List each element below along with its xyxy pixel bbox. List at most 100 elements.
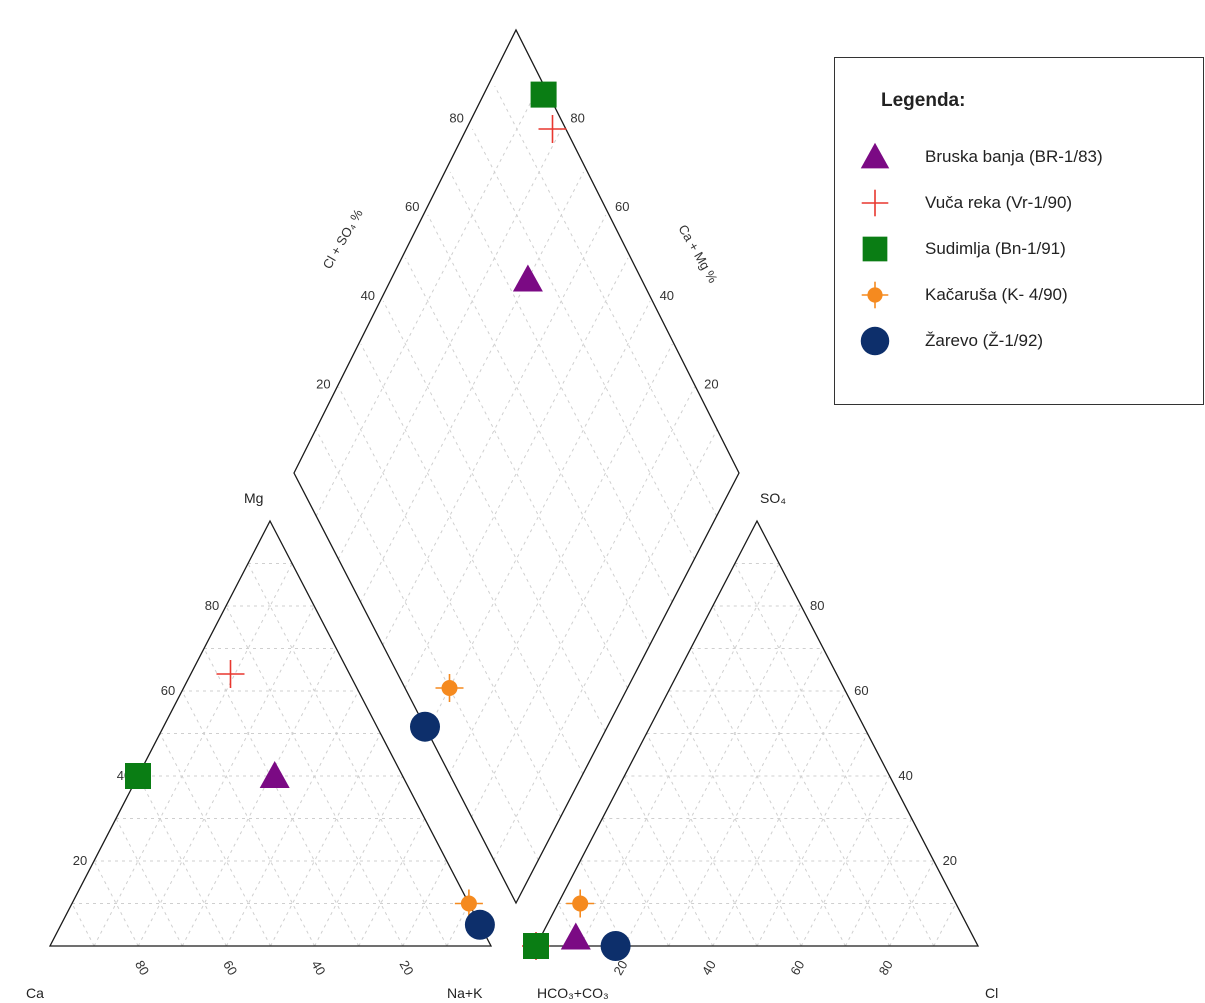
marker-circle <box>410 711 440 742</box>
cation-grid-line <box>181 648 337 947</box>
corner-label-cl: Cl <box>985 985 998 1001</box>
legend-label: Vuča reka (Vr-1/90) <box>925 193 1073 212</box>
marker-circle <box>464 909 495 940</box>
legend-label: Žarevo (Ž-1/92) <box>925 331 1044 350</box>
data-point-diamond-1 <box>538 115 567 143</box>
anion-grid-line <box>579 563 780 947</box>
marker-triangle <box>259 761 290 788</box>
tick-label: 80 <box>570 111 584 126</box>
tick-label: 20 <box>397 958 417 978</box>
cation-grid-line <box>270 733 381 947</box>
data-point-anion-4 <box>600 931 631 961</box>
cation-grid-line <box>93 563 293 947</box>
data-point-cation-3 <box>454 889 483 918</box>
legend-symbol <box>862 236 888 262</box>
cation-grid-line <box>115 818 183 947</box>
plot-frames <box>48 28 980 947</box>
axis-title-cl-so4: Cl + SO₄ % <box>320 206 366 271</box>
tick-label: 60 <box>787 958 807 978</box>
tick-label: 80 <box>132 958 152 978</box>
tick-label: 40 <box>361 288 375 303</box>
anion-grid-line <box>844 818 913 947</box>
corner-label-so4: SO₄ <box>760 490 786 506</box>
tick-label: 60 <box>854 683 868 698</box>
tick-label: 20 <box>610 958 630 978</box>
marker-circle <box>600 931 631 961</box>
legend-marker <box>862 236 888 262</box>
legend-item: Žarevo (Ž-1/92) <box>857 323 1197 359</box>
anion-grid-line <box>756 733 868 947</box>
anion-grid-line <box>646 733 758 947</box>
tick-label: 60 <box>220 958 240 978</box>
grid-lines <box>71 85 957 947</box>
marker-triangle <box>860 142 890 169</box>
data-points <box>125 81 631 961</box>
anion-triangle <box>534 519 980 947</box>
tick-label: 20 <box>943 853 957 868</box>
legend-item: Bruska banja (BR-1/83) <box>857 139 1197 175</box>
anion-grid-line <box>623 605 802 947</box>
legend-label: Sudimlja (Bn-1/91) <box>925 239 1066 258</box>
diamond-grid-line <box>448 343 673 775</box>
marker-dot <box>441 680 458 696</box>
diamond-grid-line <box>360 343 584 775</box>
corner-label-nak: Na+K <box>447 985 483 1001</box>
legend-symbol <box>861 281 889 309</box>
anion-grid-line <box>690 648 846 947</box>
legend-symbol <box>861 189 889 217</box>
tick-label: 80 <box>876 958 896 978</box>
tick-label: 60 <box>615 199 629 214</box>
tick-label: 20 <box>73 853 87 868</box>
cation-grid-line <box>93 860 139 947</box>
anion-grid-line <box>712 605 891 947</box>
marker-triangle <box>560 922 591 950</box>
cation-grid-line <box>225 605 404 947</box>
cation-grid-line <box>159 733 271 947</box>
cation-grid-line <box>247 563 448 947</box>
marker-square <box>523 933 549 959</box>
marker-square <box>125 763 151 789</box>
tick-label: 20 <box>704 376 718 391</box>
tick-label: 80 <box>205 598 219 613</box>
corner-label-mg: Mg <box>244 490 263 506</box>
tick-label: 40 <box>898 768 912 783</box>
marker-circle <box>860 326 890 356</box>
tick-label: 40 <box>660 288 674 303</box>
marker-dot <box>460 895 477 912</box>
tick-label: 80 <box>810 598 824 613</box>
cation-grid-line <box>402 860 448 947</box>
data-point-diamond-0 <box>512 264 543 292</box>
anion-grid-line <box>889 860 935 947</box>
legend-title: Legenda: <box>881 90 966 111</box>
legend-label: Bruska banja (BR-1/83) <box>925 147 1103 166</box>
legend-item: Sudimlja (Bn-1/91) <box>857 231 1197 267</box>
corner-label-ca: Ca <box>26 985 44 1001</box>
marker-dot <box>867 287 883 303</box>
cation-grid-line <box>358 818 426 947</box>
data-point-cation-4 <box>464 909 495 940</box>
axis-title-ca-mg: Ca + Mg % <box>675 222 721 286</box>
data-point-anion-2 <box>523 933 549 959</box>
anion-grid-line <box>933 903 957 947</box>
diamond-grid-line <box>426 300 651 732</box>
tick-label: 60 <box>161 683 175 698</box>
data-point-cation-0 <box>259 761 290 788</box>
data-point-cation-1 <box>216 660 245 688</box>
cation-grid-line <box>71 903 95 947</box>
legend-marker <box>861 189 889 217</box>
corner-label-hco3: HCO₃+CO₃ <box>537 985 609 1001</box>
marker-dot <box>572 895 589 912</box>
cation-grid-line <box>137 605 315 947</box>
anion-grid-line <box>601 818 670 947</box>
marker-square <box>530 81 557 108</box>
legend-symbol <box>860 142 890 169</box>
marker-square <box>862 236 888 262</box>
cation-triangle <box>48 519 493 947</box>
cation-grid-line <box>203 648 360 947</box>
tick-label: 40 <box>308 958 328 978</box>
legend-marker <box>861 281 889 309</box>
diamond <box>293 28 740 905</box>
data-point-anion-3 <box>566 889 595 918</box>
